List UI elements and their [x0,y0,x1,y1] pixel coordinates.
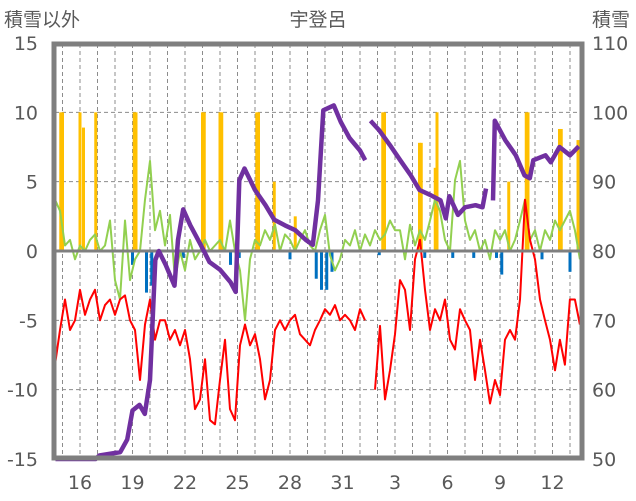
orange-bar [59,112,63,251]
orange-bar [383,112,386,251]
orange-bar [202,112,206,251]
x-tick-label: 22 [173,472,197,494]
right-axis-title: 積雪 [592,9,630,31]
x-tick-label: 12 [540,472,564,494]
orange-bar [381,112,385,251]
x-tick-label: 19 [120,472,144,494]
blue-bar [314,251,318,279]
orange-bar [524,112,528,251]
blue-bar [145,251,148,293]
orange-bar [94,112,98,251]
blue-bar [229,251,232,265]
line-series [51,41,585,462]
left-axis-title: 積雪以外 [4,9,80,31]
orange-bar [218,112,222,251]
y-left-tick-label: 0 [26,241,38,263]
orange-bar [78,112,82,251]
orange-bar [220,112,224,251]
blue-bar [451,251,455,258]
y-left-tick-label: 5 [26,172,38,194]
x-tick-label: 6 [441,472,453,494]
x-tick-label: 28 [278,472,302,494]
blue-bar [288,251,292,260]
orange-bar [132,112,136,251]
y-right-tick-label: 60 [592,380,616,402]
y-right-tick-label: 100 [592,102,628,124]
blue-bar [568,251,572,272]
y-right-tick-label: 50 [592,449,616,471]
orange-bar [507,181,511,251]
blue-bar [472,251,476,258]
orange-bar [576,140,580,251]
blue-bar [150,251,154,286]
x-tick-label: 3 [389,472,401,494]
orange-bar [558,128,561,251]
orange-bar [418,142,421,251]
orange-bar [419,142,423,251]
y-left-tick-label: -5 [19,310,38,332]
plot-frame [51,41,585,461]
blue-bar [423,251,427,258]
blue-bar [325,251,329,290]
blue-bar [181,251,185,258]
orange-bar [255,112,259,251]
red-series-line [54,198,581,426]
y-right-tick-label: 90 [592,172,616,194]
x-tick-label: 25 [225,472,249,494]
orange-bar-series [59,112,580,251]
snow-depth-line [55,103,581,462]
orange-bar [293,216,297,251]
y-left-tick-label: 15 [14,33,38,55]
blue-bar [320,251,323,290]
orange-bar [257,112,260,251]
orange-bar [559,128,563,251]
x-tick-label: 9 [494,472,506,494]
orange-bar [433,167,437,251]
blue-bar [377,251,381,256]
y-left-tick-label: 10 [14,102,38,124]
green-series-line [54,159,581,322]
blue-bar [495,251,498,258]
y-right-tick-label: 70 [592,310,616,332]
blue-bar-series [131,251,572,293]
orange-bar [435,112,439,251]
blue-bar [131,251,134,265]
orange-bar [526,112,530,251]
y-left-tick-label: -10 [7,380,38,402]
y-left-tick-label: -15 [7,449,38,471]
blue-bar [540,251,544,260]
orange-bar [201,112,204,251]
y-right-tick-label: 110 [592,33,628,55]
orange-bar [82,127,85,251]
x-tick-label: 16 [68,472,92,494]
blue-bar [237,251,241,258]
y-right-tick-label: 80 [592,241,616,263]
blue-bar [500,251,504,275]
orange-bar [134,112,138,251]
chart-title: 宇登呂 [289,9,346,31]
orange-bar [61,112,64,251]
x-tick-label: 31 [330,472,354,494]
